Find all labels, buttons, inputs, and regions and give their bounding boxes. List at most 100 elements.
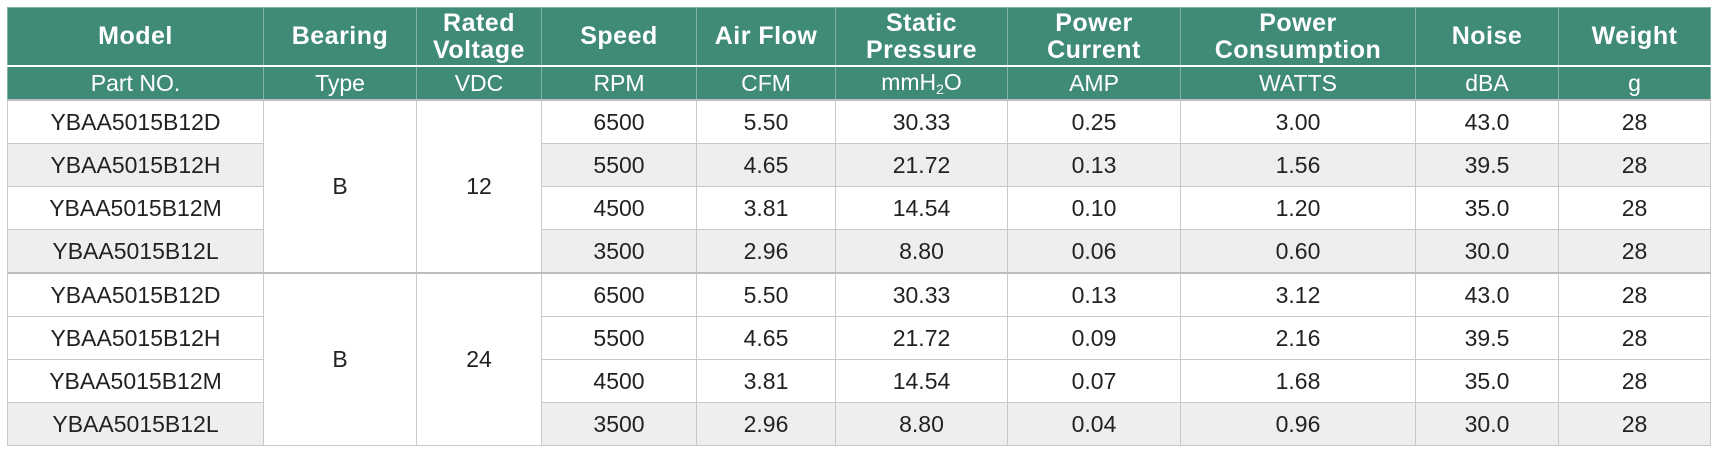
unit-mmh2o-suffix: O — [943, 69, 962, 95]
cell-weight: 28 — [1558, 402, 1711, 446]
cell-power: 3.12 — [1180, 272, 1416, 317]
cell-current: 0.06 — [1007, 229, 1181, 274]
unit-vdc: VDC — [416, 65, 542, 101]
unit-grams: g — [1558, 65, 1711, 101]
cell-power: 0.96 — [1180, 402, 1416, 446]
table-row: YBAA5015B12M 4500 3.81 14.54 0.10 1.20 3… — [7, 186, 1711, 230]
table-row: YBAA5015B12H 5500 4.65 21.72 0.09 2.16 3… — [7, 316, 1711, 360]
cell-airflow: 2.96 — [696, 402, 836, 446]
header-model: Model — [7, 7, 264, 67]
cell-voltage: 12 — [416, 99, 542, 274]
unit-mmh2o-prefix: mmH — [881, 69, 937, 95]
header-noise: Noise — [1415, 7, 1559, 67]
unit-cfm: CFM — [696, 65, 836, 101]
cell-current: 0.04 — [1007, 402, 1181, 446]
cell-bearing: B — [263, 272, 417, 446]
header-rated-voltage: Rated Voltage — [416, 7, 542, 67]
header-speed: Speed — [541, 7, 697, 67]
header-title-row: Model Bearing Rated Voltage Speed Air Fl… — [7, 7, 1711, 67]
table-row: YBAA5015B12M 4500 3.81 14.54 0.07 1.68 3… — [7, 359, 1711, 403]
cell-pressure: 21.72 — [835, 143, 1008, 187]
unit-rpm: RPM — [541, 65, 697, 101]
cell-pressure: 14.54 — [835, 359, 1008, 403]
cell-model: YBAA5015B12D — [7, 99, 264, 144]
cell-weight: 28 — [1558, 99, 1711, 144]
cell-power: 1.68 — [1180, 359, 1416, 403]
cell-airflow: 5.50 — [696, 99, 836, 144]
cell-weight: 28 — [1558, 359, 1711, 403]
cell-pressure: 8.80 — [835, 229, 1008, 274]
cell-speed: 5500 — [541, 316, 697, 360]
header-weight: Weight — [1558, 7, 1711, 67]
unit-amp: AMP — [1007, 65, 1181, 101]
cell-voltage: 24 — [416, 272, 542, 446]
cell-noise: 30.0 — [1415, 229, 1559, 274]
cell-pressure: 30.33 — [835, 99, 1008, 144]
cell-power: 1.20 — [1180, 186, 1416, 230]
cell-power: 1.56 — [1180, 143, 1416, 187]
cell-noise: 30.0 — [1415, 402, 1559, 446]
header-static-pressure: Static Pressure — [835, 7, 1008, 67]
cell-airflow: 5.50 — [696, 272, 836, 317]
header-air-flow: Air Flow — [696, 7, 836, 67]
header-unit-row: Part NO. Type VDC RPM CFM mmH2O AMP WATT… — [7, 65, 1711, 101]
cell-noise: 35.0 — [1415, 359, 1559, 403]
spec-table-container: Model Bearing Rated Voltage Speed Air Fl… — [7, 7, 1711, 446]
cell-weight: 28 — [1558, 186, 1711, 230]
cell-noise: 39.5 — [1415, 143, 1559, 187]
unit-mmh2o-subscript: 2 — [936, 81, 944, 97]
cell-speed: 4500 — [541, 186, 697, 230]
cell-airflow: 2.96 — [696, 229, 836, 274]
unit-type: Type — [263, 65, 417, 101]
unit-part-no: Part NO. — [7, 65, 264, 101]
cell-airflow: 3.81 — [696, 359, 836, 403]
cell-speed: 6500 — [541, 272, 697, 317]
cell-pressure: 30.33 — [835, 272, 1008, 317]
cell-pressure: 8.80 — [835, 402, 1008, 446]
cell-speed: 5500 — [541, 143, 697, 187]
cell-model: YBAA5015B12L — [7, 229, 264, 274]
cell-airflow: 3.81 — [696, 186, 836, 230]
cell-current: 0.25 — [1007, 99, 1181, 144]
cell-weight: 28 — [1558, 229, 1711, 274]
cell-weight: 28 — [1558, 272, 1711, 317]
cell-weight: 28 — [1558, 316, 1711, 360]
table-row: YBAA5015B12H 5500 4.65 21.72 0.13 1.56 3… — [7, 143, 1711, 187]
cell-bearing: B — [263, 99, 417, 274]
cell-current: 0.13 — [1007, 272, 1181, 317]
unit-watts: WATTS — [1180, 65, 1416, 101]
cell-model: YBAA5015B12M — [7, 359, 264, 403]
header-power-consumption: Power Consumption — [1180, 7, 1416, 67]
cell-model: YBAA5015B12H — [7, 316, 264, 360]
cell-current: 0.13 — [1007, 143, 1181, 187]
cell-model: YBAA5015B12M — [7, 186, 264, 230]
header-power-current: Power Current — [1007, 7, 1181, 67]
cell-pressure: 21.72 — [835, 316, 1008, 360]
cell-power: 2.16 — [1180, 316, 1416, 360]
cell-power: 0.60 — [1180, 229, 1416, 274]
fan-spec-table: Model Bearing Rated Voltage Speed Air Fl… — [7, 7, 1711, 446]
cell-model: YBAA5015B12H — [7, 143, 264, 187]
cell-speed: 6500 — [541, 99, 697, 144]
cell-model: YBAA5015B12D — [7, 272, 264, 317]
cell-current: 0.09 — [1007, 316, 1181, 360]
header-bearing: Bearing — [263, 7, 417, 67]
cell-weight: 28 — [1558, 143, 1711, 187]
cell-airflow: 4.65 — [696, 316, 836, 360]
cell-speed: 3500 — [541, 402, 697, 446]
cell-current: 0.10 — [1007, 186, 1181, 230]
cell-noise: 39.5 — [1415, 316, 1559, 360]
unit-mmh2o: mmH2O — [835, 65, 1008, 101]
table-row: YBAA5015B12D B 12 6500 5.50 30.33 0.25 3… — [7, 99, 1711, 274]
cell-model: YBAA5015B12L — [7, 402, 264, 446]
cell-pressure: 14.54 — [835, 186, 1008, 230]
cell-noise: 43.0 — [1415, 99, 1559, 144]
cell-noise: 35.0 — [1415, 186, 1559, 230]
unit-dba: dBA — [1415, 65, 1559, 101]
cell-speed: 4500 — [541, 359, 697, 403]
table-row: YBAA5015B12L 3500 2.96 8.80 0.06 0.60 30… — [7, 229, 1711, 274]
cell-noise: 43.0 — [1415, 272, 1559, 317]
cell-current: 0.07 — [1007, 359, 1181, 403]
cell-speed: 3500 — [541, 229, 697, 274]
spec-table-body: YBAA5015B12D B 12 6500 5.50 30.33 0.25 3… — [7, 99, 1711, 446]
